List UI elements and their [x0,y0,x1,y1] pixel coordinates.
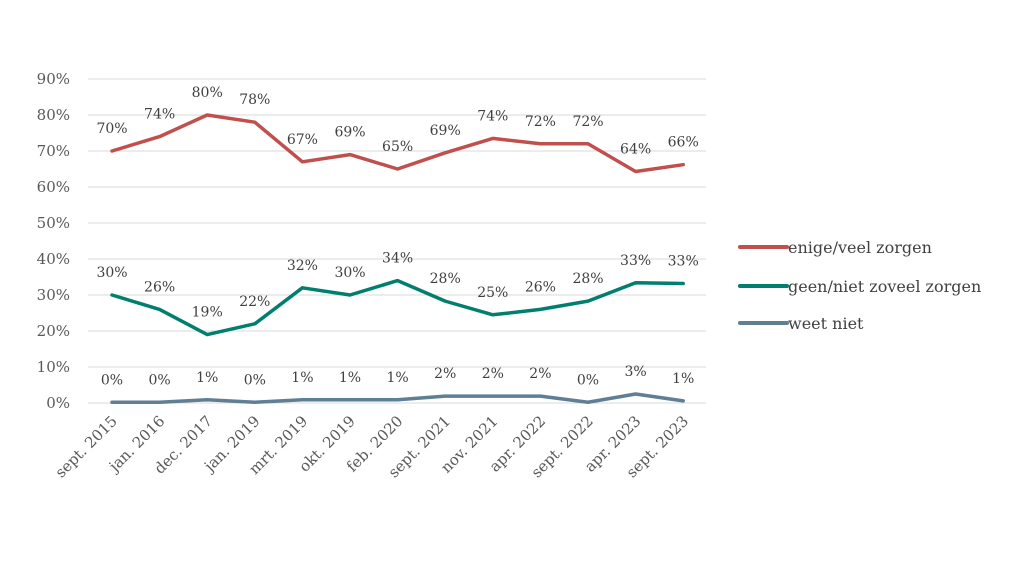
data-label: 22% [239,294,270,310]
data-label: 74% [144,107,175,123]
series-line-3 [110,392,685,405]
y-tick-label: 50% [37,214,70,232]
data-labels: 70% 74% 80% 78% 67% 69% 65% 69% 74% 72% 72% 64% 66% 3… [96,85,698,388]
data-label: 28% [430,271,461,287]
data-label: 0% [148,372,170,388]
data-label: 65% [382,139,413,155]
data-label: 69% [430,123,461,139]
y-tick-label: 60% [37,178,70,196]
data-label: 34% [382,251,413,267]
series-line-2 [110,278,685,337]
gridlines [88,78,706,404]
data-label: 32% [287,258,318,274]
data-label: 33% [668,253,699,269]
data-label: 74% [477,108,508,124]
data-label: 1% [339,370,361,386]
data-label: 1% [672,371,694,387]
series-lines [110,113,685,405]
data-label: 1% [386,370,408,386]
y-tick-label: 70% [37,142,70,160]
legend: enige/veel zorgen geen/niet zoveel zorgen… [738,238,981,333]
legend-label: enige/veel zorgen [788,238,932,257]
data-label: 66% [668,135,699,151]
y-tick-label: 20% [37,322,70,340]
y-tick-label: 80% [37,106,70,124]
data-label: 28% [572,271,603,287]
data-label: 19% [192,305,223,321]
data-label: 30% [334,265,365,281]
data-label: 72% [572,114,603,130]
data-label: 3% [624,364,646,380]
y-tick-label: 90% [37,70,70,88]
data-label: 67% [287,132,318,148]
data-label: 72% [525,114,556,130]
data-label: 0% [577,372,599,388]
data-label: 1% [196,370,218,386]
data-label: 0% [244,372,266,388]
y-axis-ticks: 0% 10% 20% 30% 40% 50% 60% 70% 80% 90% [37,70,70,412]
data-label: 26% [144,279,175,295]
data-label: 2% [529,366,551,382]
legend-label: weet niet [788,314,864,333]
data-label: 64% [620,142,651,158]
y-tick-label: 30% [37,286,70,304]
data-label: 2% [434,366,456,382]
data-label: 1% [291,370,313,386]
y-tick-label: 40% [37,250,70,268]
data-label: 80% [192,85,223,101]
data-label: 69% [334,125,365,141]
data-label: 25% [477,285,508,301]
y-tick-label: 10% [37,358,70,376]
data-label: 30% [96,265,127,281]
data-label: 0% [101,372,123,388]
data-label: 33% [620,253,651,269]
y-tick-label: 0% [46,394,70,412]
legend-label: geen/niet zoveel zorgen [788,277,981,296]
data-label: 78% [239,92,270,108]
data-label: 26% [525,279,556,295]
x-tick-label: sept. 2015 [52,412,121,481]
data-label: 2% [482,366,504,382]
series-line-1 [110,113,685,174]
data-label: 70% [96,121,127,137]
